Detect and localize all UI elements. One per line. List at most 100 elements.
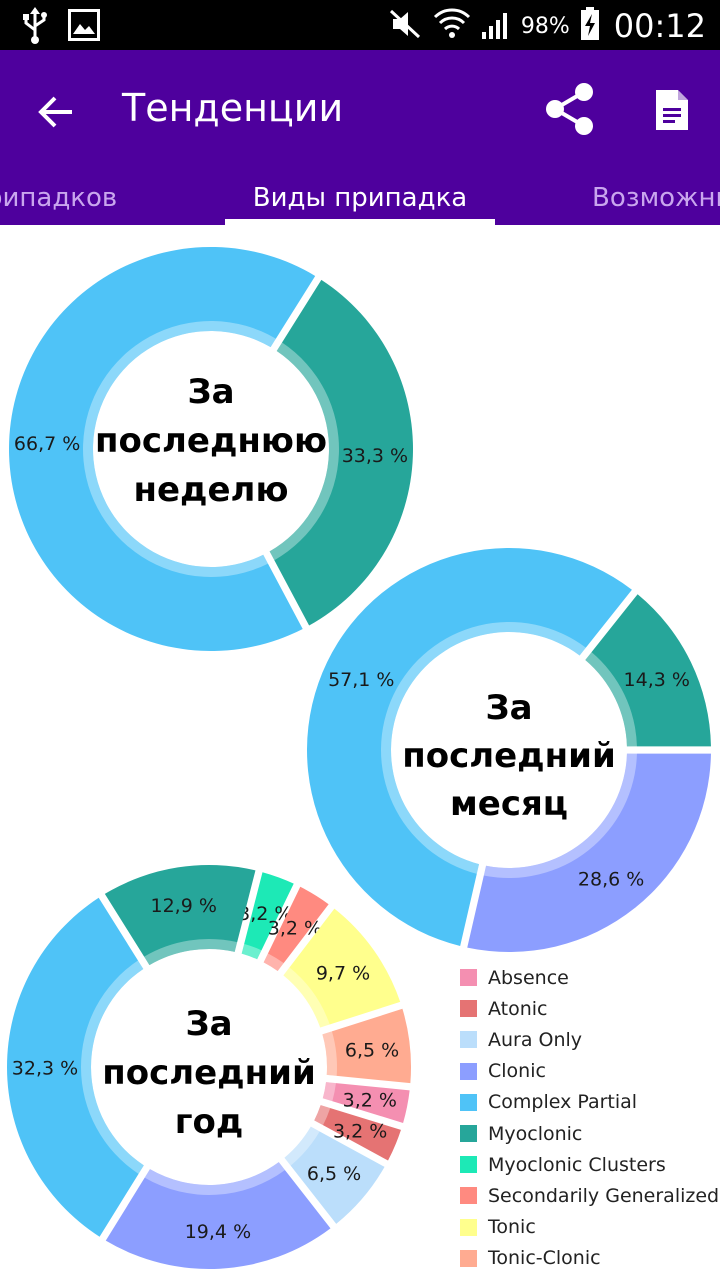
legend-item: Myoclonic <box>460 1118 719 1149</box>
share-icon <box>546 83 593 135</box>
back-button[interactable] <box>30 86 82 138</box>
pie-slice-inner-shade <box>322 1082 337 1102</box>
pie-slice[interactable] <box>241 872 294 960</box>
document-icon <box>656 90 688 130</box>
donut-hole <box>97 335 325 563</box>
wifi-icon <box>433 6 471 46</box>
pie-slice[interactable] <box>314 1105 401 1161</box>
status-bar-left <box>22 6 100 48</box>
chart-center-title-line: За <box>485 688 532 728</box>
chart-month: 14,3 % 28,6 % 57,1 % За последний месяц <box>307 548 711 952</box>
legend-item: Complex Partial <box>460 1087 719 1118</box>
slice-value-label: 3,2 % <box>333 1121 387 1143</box>
slice-value-label: 3,2 % <box>238 903 292 925</box>
legend-item: Tonic <box>460 1212 719 1243</box>
slice-value-label: 3,2 % <box>343 1089 397 1111</box>
pie-slice[interactable] <box>283 908 401 1028</box>
legend-label: Absence <box>488 966 569 989</box>
legend-item: Tonic-Clonic <box>460 1243 719 1274</box>
pie-slice-inner-shade <box>144 1162 286 1196</box>
mute-icon <box>389 8 423 44</box>
tab-seizure-types[interactable]: Виды припадка <box>252 183 468 213</box>
pie-slice[interactable] <box>104 864 256 966</box>
pie-slice[interactable] <box>307 548 632 947</box>
status-time: 00:12 <box>613 7 706 45</box>
legend-label: Complex Partial <box>488 1091 638 1114</box>
legend-swatch <box>460 1062 477 1080</box>
slice-value-label: 19,4 % <box>185 1221 251 1243</box>
chart-center-title-line: За <box>187 372 234 412</box>
pie-slice[interactable] <box>269 279 414 626</box>
pie-slice-inner-shade <box>263 953 284 972</box>
tab-seizure-count[interactable]: рипадков <box>0 183 118 213</box>
status-bar-right: 98% 00:12 <box>389 6 706 46</box>
slice-value-label: 6,5 % <box>345 1040 399 1062</box>
battery-percent: 98% <box>520 13 570 39</box>
slice-value-label: 32,3 % <box>12 1057 78 1079</box>
legend-swatch <box>460 1187 477 1205</box>
tab-possible[interactable]: Возможны <box>592 183 720 213</box>
chart-legend: Absence Atonic Aura Only Clonic Complex Part… <box>460 962 719 1274</box>
legend-swatch <box>460 1093 477 1111</box>
pie-slice-inner-shade <box>143 939 238 966</box>
legend-label: Clonic <box>488 1060 546 1083</box>
legend-swatch <box>460 1031 477 1049</box>
legend-item: Clonic <box>460 1056 719 1087</box>
slice-value-label: 6,5 % <box>307 1163 361 1185</box>
chart-center-title-line: месяц <box>450 784 568 824</box>
pie-slice-inner-shade <box>241 943 262 960</box>
status-bar: 98% 00:12 <box>0 0 720 50</box>
pie-slice-inner-shade <box>80 960 144 1174</box>
legend-label: Myoclonic Clusters <box>488 1153 666 1176</box>
legend-item: Secondarily Generalized <box>460 1180 719 1211</box>
usb-icon <box>22 6 48 48</box>
active-tab-indicator <box>225 219 495 225</box>
battery-charging-icon <box>580 7 600 45</box>
slice-value-label: 3,2 % <box>268 917 322 939</box>
pie-slice[interactable] <box>322 1008 411 1084</box>
donut-charts: 33,3 % 66,7 % За последнюю неделю 14,3 % 28,6… <box>7 246 711 1269</box>
chart-center-title-line: последний <box>402 736 616 776</box>
slice-value-label: 33,3 % <box>342 445 408 467</box>
pie-slice-inner-shade <box>269 342 339 561</box>
legend-swatch <box>460 1000 477 1018</box>
pie-slice-inner-shade <box>314 1105 331 1126</box>
pie-slice[interactable] <box>105 1162 331 1269</box>
legend-label: Atonic <box>488 997 548 1020</box>
pie-slice-inner-shade <box>322 1031 337 1077</box>
legend-item: Myoclonic Clusters <box>460 1149 719 1180</box>
pie-slice[interactable] <box>9 246 316 652</box>
legend-label: Secondarily Generalized <box>488 1184 720 1207</box>
legend-item: Aura Only <box>460 1024 719 1055</box>
legend-label: Tonic <box>488 1216 536 1239</box>
slice-value-label: 14,3 % <box>624 669 690 691</box>
document-button[interactable] <box>644 80 700 140</box>
donut-hole <box>95 953 323 1181</box>
pie-slice-inner-shade <box>585 652 637 747</box>
slice-value-label: 28,6 % <box>578 868 644 890</box>
back-arrow-icon <box>38 96 72 128</box>
legend-swatch <box>460 969 477 987</box>
pie-slice[interactable] <box>263 886 329 972</box>
slice-value-label: 66,7 % <box>14 433 80 455</box>
legend-swatch <box>460 1218 477 1236</box>
legend-item: Absence <box>460 962 719 993</box>
pie-slice[interactable] <box>284 1126 385 1224</box>
slice-value-label: 9,7 % <box>316 962 370 984</box>
pie-slice[interactable] <box>585 594 711 747</box>
legend-swatch <box>460 1156 477 1174</box>
legend-label: Tonic-Clonic <box>488 1247 601 1270</box>
pie-slice-inner-shade <box>284 1126 320 1166</box>
chart-center-title-line: год <box>175 1102 244 1142</box>
chart-center-title-line: последнюю <box>95 421 327 461</box>
slice-value-label: 57,1 % <box>328 669 394 691</box>
pie-slice[interactable] <box>7 897 144 1237</box>
slice-value-label: 12,9 % <box>151 895 217 917</box>
chart-center-title-line: За <box>185 1004 232 1044</box>
chart-year: 3,2 %3,2 %9,7 %6,5 %3,2 %3,2 %6,5 %19,4 … <box>7 864 411 1269</box>
pie-slice[interactable] <box>322 1082 410 1123</box>
app-bar: Тенденции рипадков Виды припадка Возможн… <box>0 50 720 225</box>
legend-item: Atonic <box>460 993 719 1024</box>
pie-slice[interactable] <box>467 753 711 952</box>
share-button[interactable] <box>538 78 600 140</box>
